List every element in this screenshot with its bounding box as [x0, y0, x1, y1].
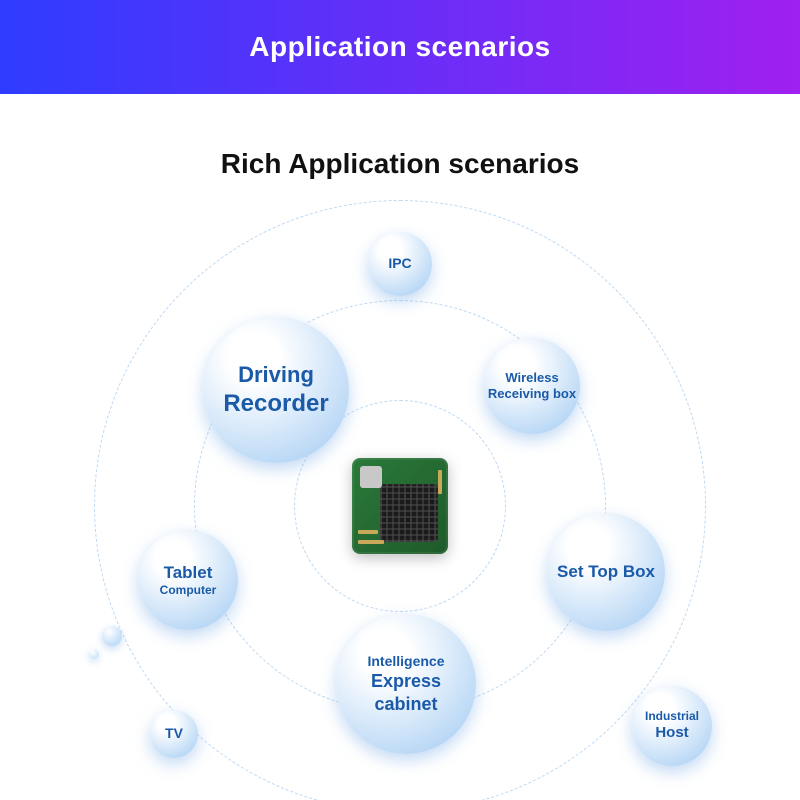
bubble-tv-label: TV	[165, 725, 183, 743]
banner-title: Application scenarios	[249, 31, 550, 63]
decor-bubble-1	[102, 626, 122, 646]
banner: Application scenarios	[0, 0, 800, 94]
bubble-ipc-label: IPC	[388, 255, 411, 273]
chip-die	[380, 484, 438, 542]
subtitle: Rich Application scenarios	[0, 148, 800, 180]
bubble-settop-label: Set Top Box	[557, 561, 655, 582]
bubble-ipc: IPC	[368, 232, 432, 296]
bubble-intelligence-label-2b: cabinet	[374, 693, 437, 716]
chip-icon	[352, 458, 448, 554]
bubble-tablet-label: Tablet	[164, 562, 213, 583]
bubble-industrial-label-2: Host	[655, 724, 688, 743]
bubble-industrial-label: Industrial	[645, 709, 699, 724]
bubble-driving: DrivingRecorder	[203, 317, 349, 463]
bubble-intelligence-label-2a: Express	[371, 670, 441, 693]
bubble-driving-label-2: Recorder	[223, 389, 328, 419]
bubble-wireless: WirelessReceiving box	[484, 338, 580, 434]
bubble-settop: Set Top Box	[547, 513, 665, 631]
diagram-stage: IPC DrivingRecorder WirelessReceiving box T…	[0, 186, 800, 786]
bubble-tablet-label-2: Computer	[160, 583, 217, 598]
bubble-tablet: TabletComputer	[138, 530, 238, 630]
bubble-wireless-label-2: Receiving box	[488, 386, 576, 402]
bubble-wireless-label: Wireless	[505, 370, 558, 386]
bubble-tv: TV	[150, 710, 198, 758]
bubble-driving-label: Driving	[238, 361, 314, 389]
bubble-intelligence-label: Intelligence	[367, 653, 444, 671]
bubble-industrial: IndustrialHost	[632, 686, 712, 766]
decor-bubble-2	[89, 649, 99, 659]
bubble-intelligence: IntelligenceExpresscabinet	[336, 614, 476, 754]
